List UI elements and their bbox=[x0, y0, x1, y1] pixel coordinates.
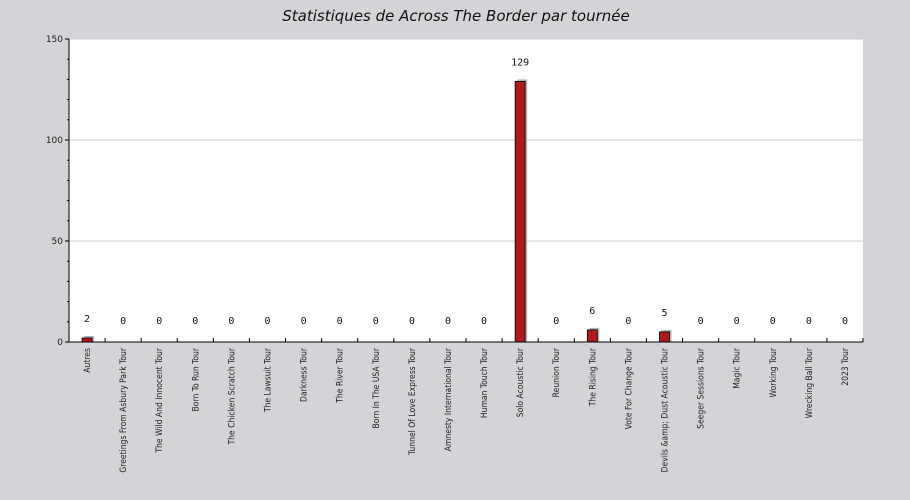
x-tick-label: Human Touch Tour bbox=[480, 347, 490, 418]
data-label: 6 bbox=[589, 306, 595, 317]
data-label: 0 bbox=[481, 316, 487, 327]
chart-title: Statistiques de Across The Border par to… bbox=[282, 7, 629, 25]
x-tick-label: The Chicken Scratch Tour bbox=[227, 347, 237, 445]
data-label: 0 bbox=[120, 316, 126, 327]
data-label: 0 bbox=[373, 316, 379, 327]
x-tick-label: Working Tour bbox=[769, 347, 779, 397]
bar bbox=[514, 81, 526, 343]
grid-lines bbox=[69, 38, 863, 242]
data-label: 0 bbox=[770, 316, 776, 327]
data-label: 0 bbox=[553, 316, 559, 327]
data-label: 0 bbox=[264, 316, 270, 327]
x-tick-label: Amnesty International Tour bbox=[444, 347, 454, 451]
data-label: 0 bbox=[409, 316, 415, 327]
data-label: 0 bbox=[842, 316, 848, 327]
x-tick-label: Solo Acoustic Tour bbox=[516, 347, 526, 417]
data-label: 0 bbox=[445, 316, 451, 327]
bar bbox=[659, 331, 670, 343]
x-tick-label: Devils &amp; Dust Acoustic Tour bbox=[661, 347, 671, 472]
data-label: 0 bbox=[806, 316, 812, 327]
data-label: 0 bbox=[337, 316, 343, 327]
data-label: 129 bbox=[511, 57, 529, 68]
x-tick-label: The Wild And Innocent Tour bbox=[155, 347, 165, 453]
x-tick-label: Tunnel Of Love Express Tour bbox=[408, 347, 418, 456]
data-label: 0 bbox=[301, 316, 307, 327]
y-tick-labels: 0 50 100 150 bbox=[46, 35, 63, 348]
data-label: 2 bbox=[84, 314, 90, 325]
data-label: 0 bbox=[156, 316, 162, 327]
x-tick-label: The Rising Tour bbox=[588, 347, 598, 407]
x-tick-label: Born To Run Tour bbox=[191, 347, 201, 411]
x-tick-label: 2023 Tour bbox=[841, 347, 851, 386]
x-tick-label: Autres bbox=[83, 348, 93, 373]
x-tick-label: Darkness Tour bbox=[300, 347, 310, 402]
x-tick-labels: Autres Greetings From Asbury Park Tour The… bbox=[83, 347, 851, 472]
data-labels: 2 0 0 0 0 0 0 0 0 0 0 0 129 0 6 0 5 0 0 0 0 0 bbox=[84, 57, 848, 327]
y-tick-label: 0 bbox=[57, 338, 63, 348]
y-tick-label: 50 bbox=[52, 237, 64, 247]
x-tick-label: The Lawsuit Tour bbox=[264, 347, 274, 413]
x-tick-label: Vote For Change Tour bbox=[624, 347, 634, 429]
bar bbox=[81, 337, 93, 343]
axes bbox=[65, 38, 864, 343]
x-tick-label: Reunion Tour bbox=[552, 347, 562, 397]
y-tick-label: 100 bbox=[46, 136, 63, 146]
x-tick-label: Seeger Sessions Tour bbox=[697, 347, 707, 429]
bar bbox=[586, 329, 598, 343]
x-tick-label: The River Tour bbox=[336, 347, 346, 404]
data-label: 0 bbox=[734, 316, 740, 327]
x-tick-label: Wrecking Ball Tour bbox=[805, 347, 815, 418]
plot-area bbox=[69, 39, 863, 342]
y-tick-label: 150 bbox=[46, 35, 63, 45]
data-label: 0 bbox=[192, 316, 198, 327]
x-tick-label: Greetings From Asbury Park Tour bbox=[119, 347, 129, 472]
data-label: 0 bbox=[698, 316, 704, 327]
data-label: 0 bbox=[228, 316, 234, 327]
x-tick-label: Magic Tour bbox=[733, 347, 743, 389]
x-tick-label: Born In The USA Tour bbox=[372, 347, 382, 428]
data-label: 5 bbox=[661, 308, 667, 319]
data-label: 0 bbox=[625, 316, 631, 327]
